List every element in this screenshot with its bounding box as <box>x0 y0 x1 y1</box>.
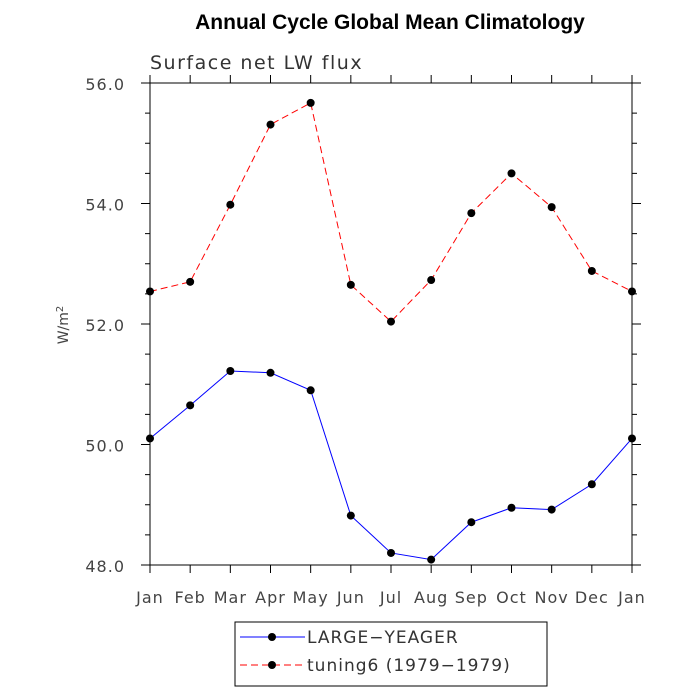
data-point <box>427 555 436 564</box>
data-point <box>547 505 556 514</box>
x-tick-label: Sep <box>455 588 488 607</box>
data-point <box>226 200 235 209</box>
legend-marker-large-yeager <box>268 633 276 641</box>
series-layer <box>146 98 636 564</box>
data-point <box>306 98 315 107</box>
x-tick-label: Jan <box>617 588 646 607</box>
chart-title: Annual Cycle Global Mean Climatology <box>195 11 585 34</box>
y-tick-label: 48.0 <box>85 557 125 576</box>
x-tick-label: Apr <box>255 588 286 607</box>
data-point <box>587 480 596 489</box>
x-tick-label: Jul <box>379 588 402 607</box>
data-point <box>306 386 315 395</box>
y-axis-label: W/m2 <box>55 306 73 345</box>
x-tick-label: Oct <box>496 588 527 607</box>
data-point <box>467 518 476 527</box>
data-point <box>266 368 275 377</box>
x-tick-label: Feb <box>175 588 206 607</box>
legend-entry-large-yeager: LARGE−YEAGER <box>240 628 459 648</box>
data-point <box>346 280 355 289</box>
legend-marker-tuning6 <box>268 661 276 669</box>
data-point <box>387 317 395 326</box>
x-tick-label: Jun <box>336 588 365 607</box>
data-point <box>587 266 596 275</box>
data-point <box>628 287 636 296</box>
x-tick-label: May <box>293 588 329 607</box>
y-axis-label-superscript: 2 <box>55 306 66 312</box>
data-point <box>387 548 395 557</box>
data-point <box>507 169 516 178</box>
y-tick-label: 56.0 <box>85 75 125 94</box>
y-axis-label-unit: W/m <box>56 312 72 344</box>
chart-subtitle: Surface net LW flux <box>150 52 363 74</box>
data-point <box>346 511 355 520</box>
x-tick-label: Aug <box>414 588 448 607</box>
series-line-1 <box>149 102 633 323</box>
legend-entry-tuning6: tuning6 (1979−1979) <box>240 656 511 676</box>
data-point <box>146 434 154 443</box>
legend-label-large-yeager: LARGE−YEAGER <box>307 628 459 648</box>
x-tick-label: Mar <box>214 588 247 607</box>
x-tick-label: Dec <box>575 588 609 607</box>
data-point <box>266 120 275 129</box>
data-point <box>186 401 195 410</box>
data-point <box>467 209 476 218</box>
y-tick-label: 54.0 <box>85 196 125 215</box>
x-tick-label: Nov <box>535 588 569 607</box>
y-tick-label: 52.0 <box>85 316 125 335</box>
legend-label-tuning6: tuning6 (1979−1979) <box>307 656 511 676</box>
data-point <box>146 287 154 296</box>
y-tick-label: 50.0 <box>85 437 125 456</box>
data-point <box>547 203 556 212</box>
data-point <box>507 503 516 512</box>
data-point <box>226 366 235 375</box>
plot-axes: Jan Feb Mar Apr May Jun Jul Aug Sep Oct Nov Dec Jan 4… <box>85 75 645 607</box>
legend-box <box>234 621 548 687</box>
series-line-0 <box>149 370 633 561</box>
data-point <box>186 277 195 286</box>
data-point <box>427 276 436 285</box>
legend: LARGE−YEAGER tuning6 (1979−1979) <box>234 621 548 687</box>
data-point <box>628 434 636 443</box>
x-tick-label: Jan <box>135 588 164 607</box>
